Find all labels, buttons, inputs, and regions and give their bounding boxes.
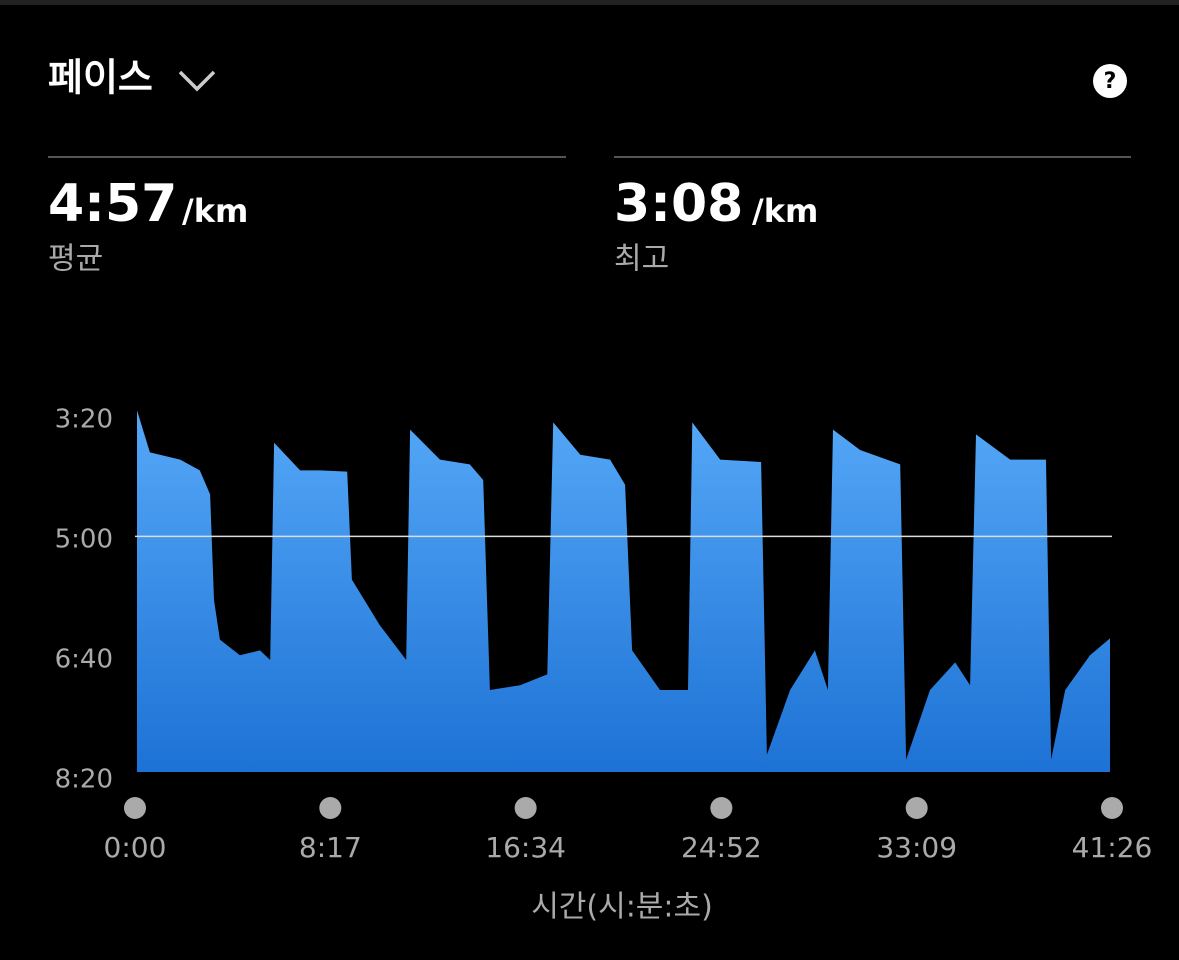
x-tick-label: 33:09 [876,831,957,864]
x-tick-dot [905,797,928,819]
stat-label: 평균 [48,242,103,277]
chevron[interactable] [178,70,216,92]
x-tick-label: 24:52 [681,831,762,864]
title[interactable]: 페이스 [48,56,153,100]
x-tick-label: 16:34 [485,831,566,864]
y-tick-label: 5:00 [55,525,113,555]
x-tick-dot [124,797,146,819]
x-tick-label: 0:00 [104,831,167,864]
x-axis-title: 시간(시:분:초) [531,890,713,925]
x-tick-dot [710,797,733,819]
help-icon[interactable] [1093,64,1127,98]
stat-unit: /km [752,192,818,230]
stat-value: 4:57 [48,174,177,234]
x-tick-dot [514,797,537,819]
help-text: ? [1104,69,1117,94]
y-tick-label: 8:20 [55,765,113,795]
y-tick-label: 6:40 [55,645,113,675]
pace-area [136,410,1111,772]
x-tick-label: 41:26 [1072,831,1153,864]
top-edge [0,0,1179,5]
x-tick-dot [319,797,342,819]
x-tick-dot [1101,797,1123,819]
stat-unit: /km [182,192,248,230]
stat-value: 3:08 [614,174,743,234]
stat-label: 최고 [614,242,669,277]
y-tick-label: 3:20 [55,405,113,435]
x-tick-label: 8:17 [299,831,362,864]
